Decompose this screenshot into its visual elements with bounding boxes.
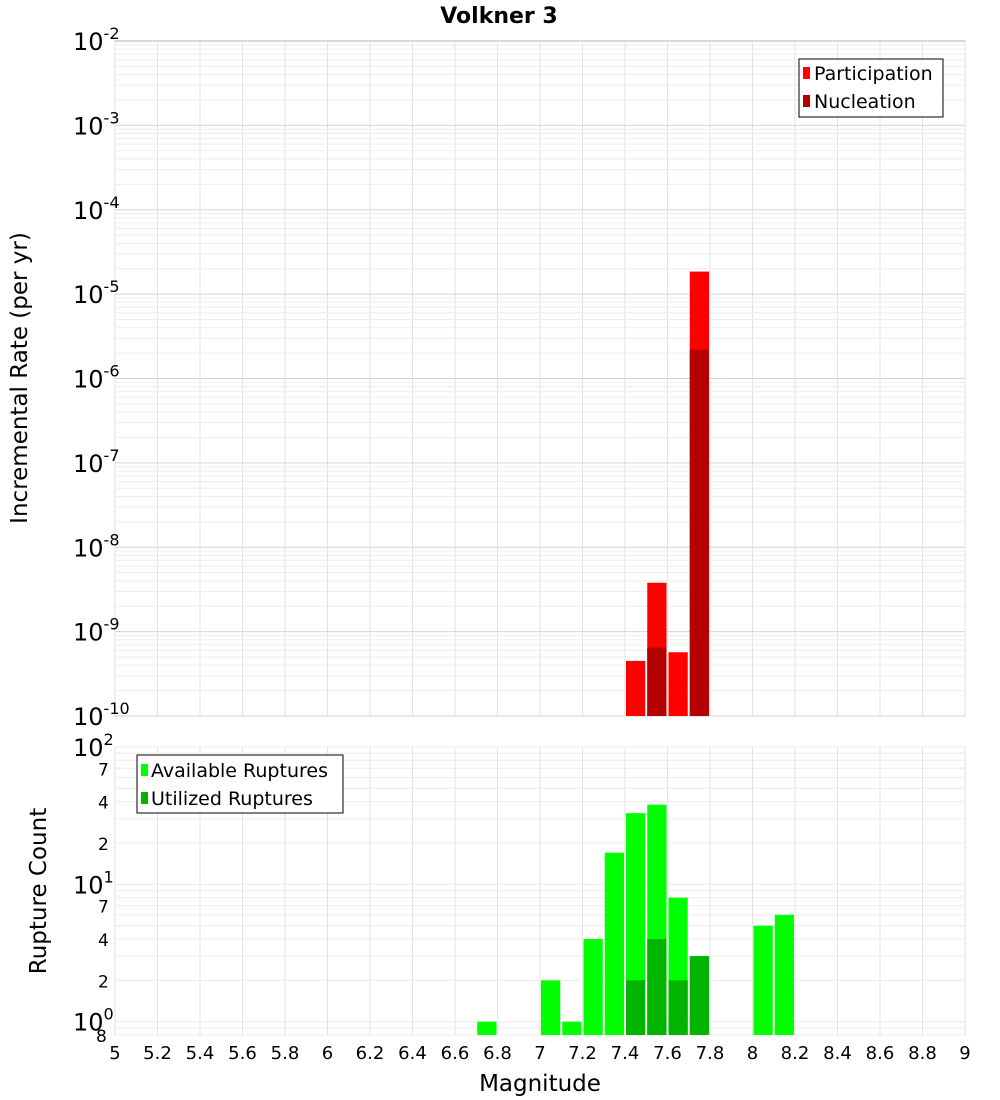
rupture-count-legend-swatch xyxy=(141,792,148,804)
rupture-count-y-tick-label: 2 xyxy=(98,972,109,992)
chart-title: Volkner 3 xyxy=(440,4,558,29)
x-tick-label: 6.4 xyxy=(398,1043,427,1064)
rate-y-tick-label: 10-9 xyxy=(73,615,120,647)
x-tick-label: 8.8 xyxy=(908,1043,937,1064)
rupture-count-bar-utilized-ruptures xyxy=(647,939,667,1035)
x-tick-label: 9 xyxy=(959,1043,970,1064)
rate-y-tick-label: 10-2 xyxy=(73,24,120,56)
rupture-count-bar-available-ruptures xyxy=(562,1021,582,1035)
x-tick-label: 6.2 xyxy=(356,1043,385,1064)
rupture-count-bar-available-ruptures xyxy=(753,925,773,1035)
rupture-count-y-tick-label: 101 xyxy=(73,867,114,899)
rupture-count-legend-box xyxy=(136,754,344,814)
rupture-count-bar-utilized-ruptures xyxy=(689,956,709,1035)
x-tick-label: 8.4 xyxy=(823,1043,852,1064)
rate-y-tick-label: 10-5 xyxy=(73,277,120,309)
rupture-count-y-tick-label: 4 xyxy=(98,794,109,814)
rate-legend-swatch xyxy=(803,67,810,79)
x-tick-label: 7.8 xyxy=(696,1043,725,1064)
x-tick-label: 5 xyxy=(109,1043,120,1064)
rate-legend-swatch xyxy=(803,95,810,107)
rate-bars xyxy=(626,271,709,716)
rupture-count-y-tick-label: 2 xyxy=(98,835,109,855)
x-tick-label: 5.6 xyxy=(228,1043,257,1064)
x-tick-label: 6.6 xyxy=(441,1043,470,1064)
rate-y-tick-label: 10-8 xyxy=(73,530,120,562)
rupture-count-y-tick-label: 102 xyxy=(73,730,114,762)
x-tick-label: 8.2 xyxy=(781,1043,810,1064)
rupture-count-y-tick-label: 7 xyxy=(98,760,109,780)
x-tick-label: 8.6 xyxy=(866,1043,895,1064)
rupture-count-y-tick-label: 4 xyxy=(98,931,109,951)
rate-y-tick-label: 10-6 xyxy=(73,362,120,394)
rate-bar-participation xyxy=(668,652,688,716)
rate-y-tick-label: 10-3 xyxy=(73,108,120,140)
rupture-count-bars xyxy=(477,804,794,1035)
rate-legend: Participation Nucleation xyxy=(798,58,944,118)
rupture-count-bar-available-ruptures xyxy=(583,939,603,1035)
rate-legend-label: Nucleation xyxy=(814,91,916,113)
rupture-count-y-tick-label: 8 xyxy=(96,1027,107,1047)
x-tick-label: 8 xyxy=(747,1043,758,1064)
rupture-count-bar-available-ruptures xyxy=(626,813,646,1035)
x-tick-label: 5.4 xyxy=(186,1043,215,1064)
rate-y-tick-label: 10-4 xyxy=(73,193,120,225)
x-tick-labels: 5 5.2 5.4 5.6 5.8 6 6.2 6.4 6.6 6.8 7 7.2 7.4 7.6 7.8 8… xyxy=(109,1043,970,1064)
rate-plot: 10-10 10-9 10-8 10-7 10-6 10-5 10-4 10-3 10-2 In… xyxy=(7,24,966,731)
x-tick-label: 5.2 xyxy=(143,1043,172,1064)
rupture-count-legend-label: Utilized Ruptures xyxy=(151,788,313,810)
rate-bar-participation xyxy=(626,660,646,716)
rupture-count-y-tick-label: 7 xyxy=(98,898,109,918)
rupture-count-y-axis-label: Rupture Count xyxy=(26,808,52,974)
x-tick-label: 7.6 xyxy=(653,1043,682,1064)
x-tick-label: 7.4 xyxy=(611,1043,640,1064)
rate-y-axis-label: Incremental Rate (per yr) xyxy=(7,232,33,524)
rupture-count-bar-available-ruptures xyxy=(477,1021,497,1035)
rate-y-tick-label: 10-7 xyxy=(73,446,120,478)
rupture-count-bar-utilized-ruptures xyxy=(668,980,688,1035)
rate-bar-nucleation xyxy=(689,349,709,716)
rate-gridlines xyxy=(114,41,966,717)
x-tick-label: 6.8 xyxy=(483,1043,512,1064)
rupture-count-bar-available-ruptures xyxy=(604,852,624,1035)
rupture-count-bar-utilized-ruptures xyxy=(626,980,646,1035)
rate-legend-label: Participation xyxy=(814,63,933,85)
rupture-count-bar-available-ruptures xyxy=(774,914,794,1035)
rupture-count-y-tick-label: 100 xyxy=(73,1005,114,1037)
rupture-count-bar-available-ruptures xyxy=(541,980,561,1035)
rate-legend-box xyxy=(798,58,944,118)
rupture-count-legend: Available Ruptures Utilized Ruptures xyxy=(136,754,344,814)
rupture-count-gridlines xyxy=(114,746,966,1036)
x-tick-label: 5.8 xyxy=(271,1043,300,1064)
x-axis-label: Magnitude xyxy=(479,1071,601,1097)
rate-bar-nucleation xyxy=(647,647,667,716)
rupture-count-legend-label: Available Ruptures xyxy=(151,760,328,782)
x-tick-label: 7.2 xyxy=(568,1043,597,1064)
rupture-count-legend-swatch xyxy=(141,764,148,776)
x-tick-label: 6 xyxy=(322,1043,333,1064)
rate-y-tick-label: 10-10 xyxy=(73,699,130,731)
x-tick-label: 7 xyxy=(534,1043,545,1064)
